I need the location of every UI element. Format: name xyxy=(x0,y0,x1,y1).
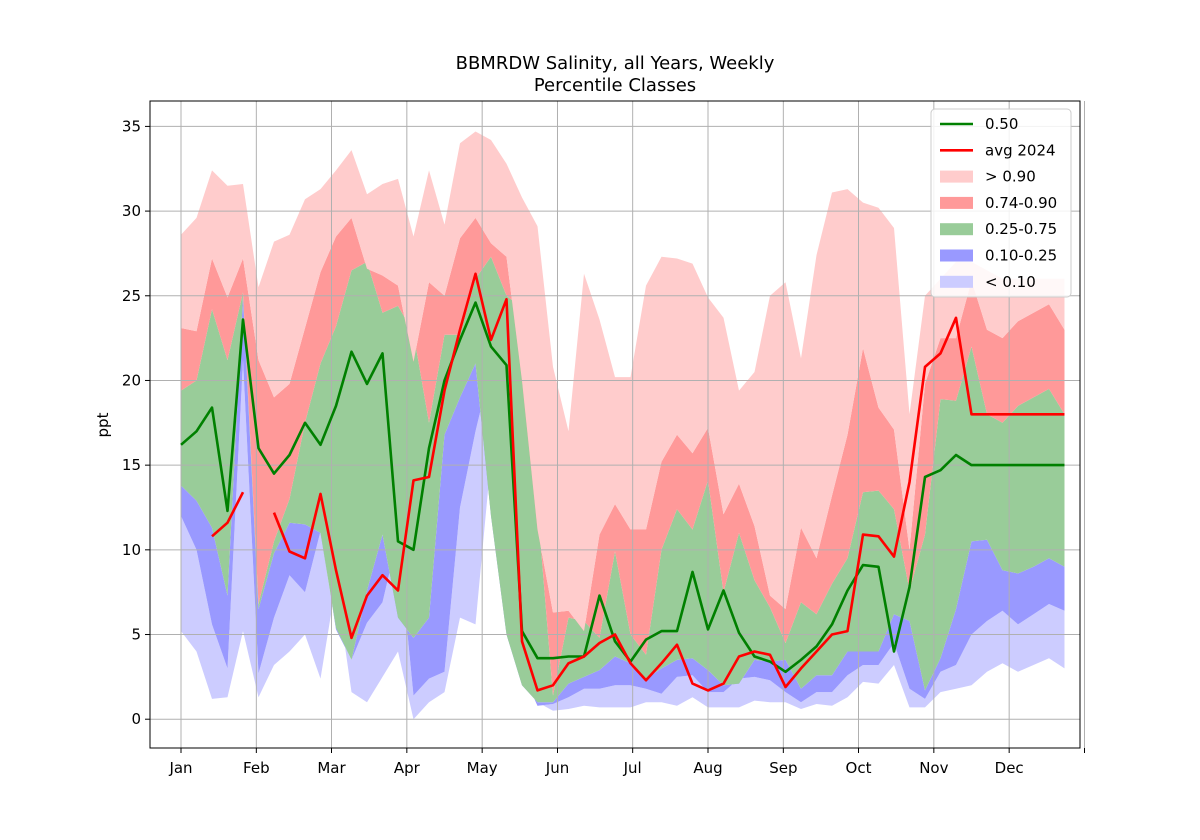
chart-subtitle: Percentile Classes xyxy=(534,75,696,96)
x-tick-label: Dec xyxy=(995,759,1024,777)
x-tick-label: Apr xyxy=(394,759,421,777)
x-tick-label: Jun xyxy=(545,759,569,777)
band-074-090 xyxy=(181,217,1065,696)
y-tick-label: 30 xyxy=(122,202,141,220)
legend-median-label: 0.50 xyxy=(985,115,1018,133)
avg-2024-line xyxy=(272,272,1065,692)
legend-074-090-label: 0.74-0.90 xyxy=(985,194,1057,212)
plot-frame xyxy=(149,100,1081,749)
x-tick-label: Oct xyxy=(846,759,872,777)
band-025-075 xyxy=(181,256,1065,703)
percentile-bands xyxy=(181,131,1065,720)
x-tick-label: May xyxy=(467,759,498,777)
legend-010-025-label: 0.10-0.25 xyxy=(985,247,1057,265)
legend-025-075-swatch xyxy=(940,223,973,236)
y-tick-label: 5 xyxy=(131,626,141,644)
x-tick-label: Jan xyxy=(168,759,192,777)
avg-2024-line xyxy=(211,491,245,538)
legend-025-075-label: 0.25-0.75 xyxy=(985,220,1057,238)
y-axis-ticks: 0 5 10 15 20 25 30 35 xyxy=(122,117,150,728)
x-tick-label: Aug xyxy=(693,759,722,777)
y-tick-label: 15 xyxy=(122,456,141,474)
band-lt-010 xyxy=(181,360,1065,720)
y-tick-label: 20 xyxy=(122,371,141,389)
legend-gt-090-label: > 0.90 xyxy=(985,168,1036,186)
x-tick-label: Feb xyxy=(243,759,270,777)
x-tick-label: Nov xyxy=(919,759,948,777)
legend-gt-090-swatch xyxy=(940,170,973,183)
x-tick-label: Sep xyxy=(769,759,797,777)
band-gt-090 xyxy=(181,131,1065,632)
legend-lt-010-label: < 0.10 xyxy=(985,273,1036,291)
y-tick-label: 10 xyxy=(122,541,141,559)
y-tick-label: 25 xyxy=(122,287,141,305)
y-tick-label: 35 xyxy=(122,117,141,135)
x-tick-label: Jul xyxy=(623,759,642,777)
y-axis-label: ppt xyxy=(94,412,112,437)
x-tick-label: Mar xyxy=(317,759,346,777)
legend-010-025-swatch xyxy=(940,249,973,262)
legend: 0.50 avg 2024 > 0.90 0.74-0.90 0.25-0.75 0.10… xyxy=(930,108,1072,298)
legend-avg-2024-label: avg 2024 xyxy=(985,141,1056,159)
y-tick-label: 0 xyxy=(131,710,141,728)
series-lines xyxy=(180,272,1065,692)
legend-lt-010-swatch xyxy=(940,275,973,288)
chart-title: BBMRDW Salinity, all Years, Weekly xyxy=(456,53,775,74)
legend-074-090-swatch xyxy=(940,196,973,209)
x-axis-ticks: Jan Feb Mar Apr May Jun Jul Aug Sep Oct Nov Dec xyxy=(168,748,1085,777)
